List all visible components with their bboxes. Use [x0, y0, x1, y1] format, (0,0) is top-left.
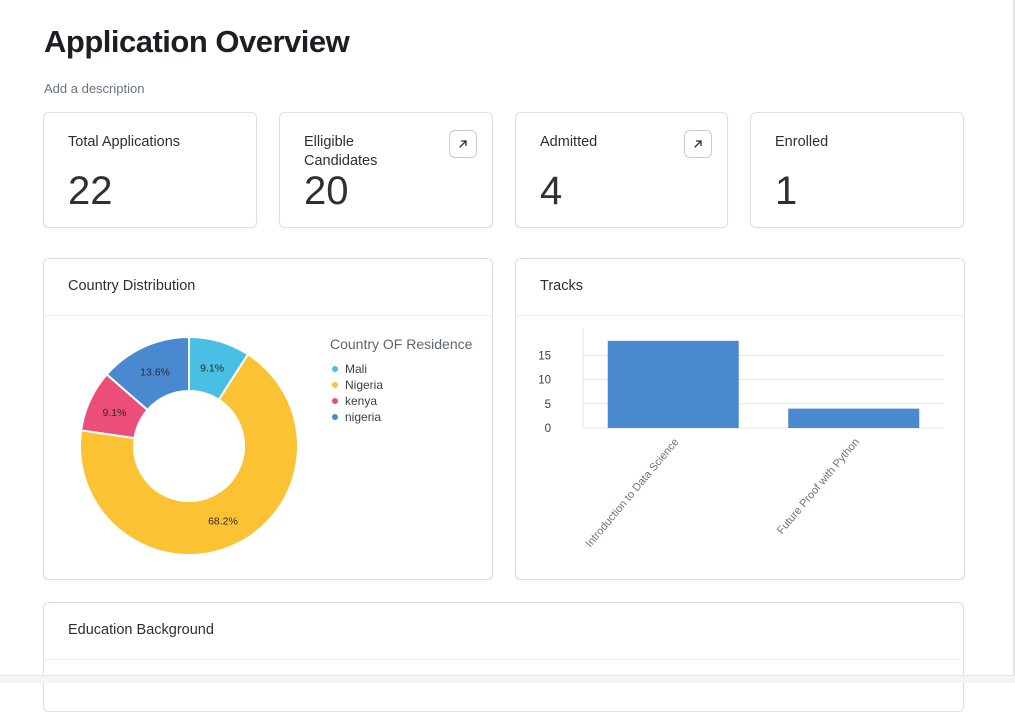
legend-dot-icon — [332, 398, 338, 404]
stat-card-total-applications: Total Applications 22 — [43, 112, 257, 228]
y-tick-label: 15 — [538, 350, 551, 362]
panel-header: Education Background — [44, 603, 963, 660]
donut-slice-label: 9.1% — [103, 407, 127, 419]
page-title: Application Overview — [44, 24, 350, 59]
page-description[interactable]: Add a description — [44, 81, 145, 96]
stat-value: 1 — [775, 169, 798, 213]
stat-value: 4 — [540, 169, 563, 213]
donut-slice-label: 68.2% — [208, 516, 238, 528]
arrow-up-right-icon — [694, 140, 702, 148]
legend-dot-icon — [332, 414, 338, 420]
panel-title: Tracks — [540, 278, 583, 294]
panel-header: Tracks — [516, 259, 964, 316]
open-admitted-button[interactable] — [684, 130, 712, 158]
legend-label: Nigeria — [345, 378, 384, 392]
tracks-bar-chart: 0 5 10 15 Introduction to Data Science Future… — [538, 328, 944, 550]
stat-label: Admitted — [540, 134, 598, 150]
x-tick-label: Future Proof with Python — [775, 436, 862, 536]
stat-value: 20 — [304, 169, 349, 213]
x-tick-label: Introduction to Data Science — [584, 436, 682, 550]
bar-1[interactable] — [788, 408, 920, 428]
legend-label: Mali — [345, 362, 368, 376]
stat-card-enrolled: Enrolled 1 — [750, 112, 964, 228]
country-donut-chart: 9.1% 68.2% 9.1% 13.6% — [79, 335, 299, 556]
legend-item-nigeria[interactable]: nigeria — [332, 410, 381, 424]
panel-title: Country Distribution — [68, 278, 196, 294]
donut-slice-nigeria[interactable] — [79, 352, 299, 556]
legend-item-nigeria[interactable]: Nigeria — [332, 378, 383, 392]
legend-item-mali[interactable]: Mali — [332, 362, 367, 376]
country-distribution-panel: Country Distribution 9.1% 68.2% 9.1% 13.6% … — [43, 258, 493, 580]
y-tick-label: 10 — [538, 375, 551, 387]
y-tick-label: 5 — [545, 399, 551, 411]
legend-dot-icon — [332, 382, 338, 388]
legend-title: Country OF Residence — [330, 336, 473, 352]
stat-label: Elligible Candidates — [304, 134, 378, 169]
y-tick-label: 0 — [545, 423, 551, 435]
stat-card-eligible-candidates: Elligible Candidates 20 — [279, 112, 493, 228]
legend-label: kenya — [345, 394, 378, 408]
bar-0[interactable] — [607, 340, 739, 428]
window-right-edge — [1013, 0, 1015, 682]
legend-item-kenya[interactable]: kenya — [332, 394, 377, 408]
panel-header: Country Distribution — [44, 259, 492, 316]
panel-title: Education Background — [68, 622, 214, 638]
stat-label: Total Applications — [68, 134, 181, 150]
legend-dot-icon — [332, 366, 338, 372]
window-bottom-edge — [0, 675, 1015, 683]
tracks-panel: Tracks 0 5 10 15 Introduction to Data Scienc… — [515, 258, 965, 580]
donut-slice-label: 13.6% — [140, 366, 170, 378]
arrow-up-right-icon — [459, 140, 467, 148]
stat-label: Enrolled — [775, 134, 829, 150]
donut-slice-label: 9.1% — [200, 362, 224, 374]
donut-slice-nigeria[interactable] — [105, 335, 190, 412]
legend-label: nigeria — [345, 410, 382, 424]
education-background-panel: Education Background — [43, 602, 964, 712]
open-eligible-candidates-button[interactable] — [449, 130, 477, 158]
stat-card-admitted: Admitted 4 — [515, 112, 728, 228]
stat-value: 22 — [68, 169, 113, 213]
